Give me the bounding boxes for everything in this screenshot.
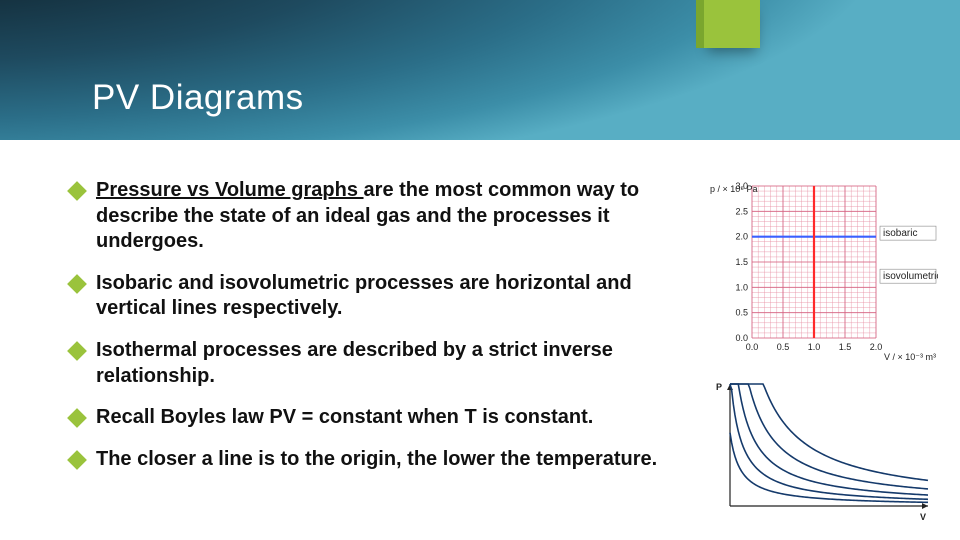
svg-text:2.0: 2.0	[870, 342, 883, 352]
svg-text:0.5: 0.5	[735, 308, 748, 318]
bullet-text: The closer a line is to the origin, the …	[96, 448, 657, 470]
isotherm-chart: PV	[708, 376, 938, 524]
bullet-list: Pressure vs Volume graphs are the most c…	[70, 178, 690, 488]
svg-text:isobaric: isobaric	[883, 228, 917, 239]
svg-text:V / × 10⁻³ m³: V / × 10⁻³ m³	[884, 352, 936, 362]
svg-text:2.0: 2.0	[735, 232, 748, 242]
slide-title: PV Diagrams	[92, 78, 304, 118]
list-item: Isothermal processes are described by a …	[70, 338, 690, 389]
list-item: Pressure vs Volume graphs are the most c…	[70, 178, 690, 255]
list-item: Isobaric and isovolumetric processes are…	[70, 271, 690, 322]
chart-svg: PV	[708, 376, 938, 524]
svg-text:1.0: 1.0	[735, 282, 748, 292]
svg-text:V: V	[920, 512, 926, 522]
svg-text:isovolumetric: isovolumetric	[883, 271, 938, 282]
chart-svg: 0.00.51.01.52.00.00.51.01.52.02.53.0p / …	[708, 180, 938, 364]
bullet-icon	[67, 450, 87, 470]
svg-text:2.5: 2.5	[735, 206, 748, 216]
bullet-underlined: Pressure vs Volume graphs	[96, 179, 364, 201]
list-item: The closer a line is to the origin, the …	[70, 447, 690, 473]
header-banner	[0, 0, 960, 140]
list-item: Recall Boyles law PV = constant when T i…	[70, 405, 690, 431]
svg-text:0.0: 0.0	[735, 333, 748, 343]
svg-text:1.5: 1.5	[735, 257, 748, 267]
pv-grid-chart: 0.00.51.01.52.00.00.51.01.52.02.53.0p / …	[708, 180, 938, 364]
svg-text:0.0: 0.0	[746, 342, 759, 352]
svg-text:0.5: 0.5	[777, 342, 790, 352]
bullet-text: Recall Boyles law PV = constant when T i…	[96, 406, 593, 428]
accent-tab	[704, 0, 760, 48]
bullet-icon	[67, 274, 87, 294]
slide: PV Diagrams Pressure vs Volume graphs ar…	[0, 0, 960, 540]
bullet-icon	[67, 408, 87, 428]
bullet-icon	[67, 341, 87, 361]
svg-text:1.0: 1.0	[808, 342, 821, 352]
bullet-text: Isobaric and isovolumetric processes are…	[96, 272, 632, 320]
svg-text:1.5: 1.5	[839, 342, 852, 352]
svg-text:P: P	[716, 382, 722, 392]
svg-text:p / × 10⁵ Pa: p / × 10⁵ Pa	[710, 184, 758, 194]
bullet-icon	[67, 181, 87, 201]
bullet-text: Isothermal processes are described by a …	[96, 339, 613, 387]
